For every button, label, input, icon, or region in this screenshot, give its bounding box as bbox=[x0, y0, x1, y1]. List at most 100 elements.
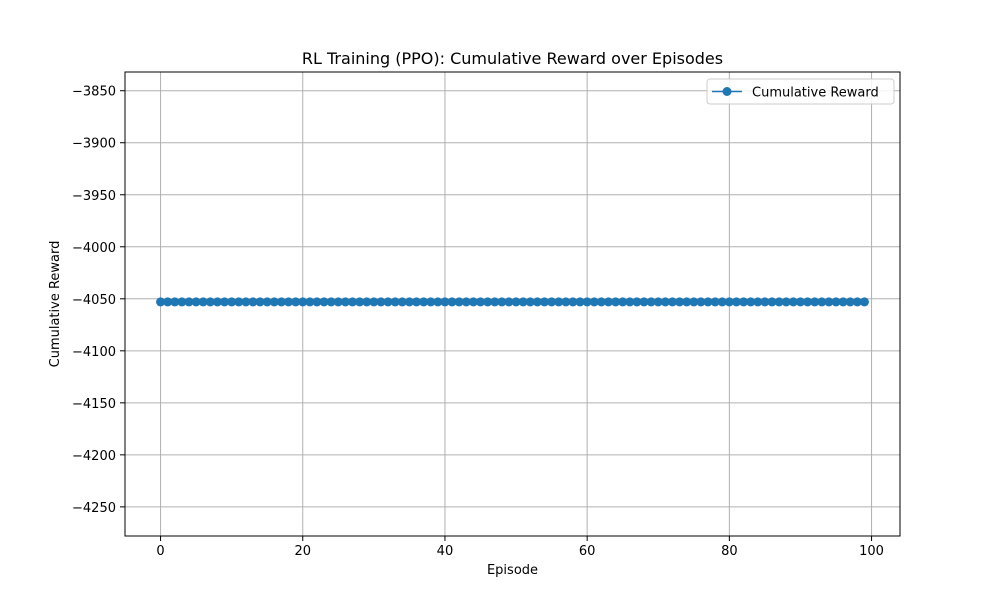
data-point bbox=[852, 297, 862, 307]
data-point bbox=[831, 297, 841, 307]
data-point bbox=[618, 297, 628, 307]
data-point bbox=[696, 297, 706, 307]
data-point bbox=[483, 297, 493, 307]
data-point bbox=[241, 297, 251, 307]
x-axis-label: Episode bbox=[487, 563, 538, 578]
legend: Cumulative Reward bbox=[706, 78, 895, 105]
x-tick-label: 20 bbox=[294, 544, 311, 559]
data-point bbox=[333, 297, 343, 307]
data-point bbox=[589, 297, 599, 307]
data-point bbox=[817, 297, 827, 307]
data-point bbox=[355, 297, 365, 307]
data-point bbox=[611, 297, 621, 307]
data-point bbox=[746, 297, 756, 307]
data-point bbox=[383, 297, 393, 307]
data-point bbox=[426, 297, 436, 307]
data-point bbox=[269, 297, 279, 307]
data-point bbox=[163, 297, 173, 307]
data-point bbox=[625, 297, 635, 307]
data-point bbox=[447, 297, 457, 307]
data-point bbox=[468, 297, 478, 307]
data-point bbox=[525, 297, 535, 307]
data-point bbox=[788, 297, 798, 307]
data-point bbox=[184, 297, 194, 307]
data-point bbox=[291, 297, 301, 307]
data-point bbox=[739, 297, 749, 307]
x-tick-label: 0 bbox=[156, 544, 164, 559]
data-point bbox=[390, 297, 400, 307]
data-point bbox=[724, 297, 734, 307]
data-point bbox=[653, 297, 663, 307]
y-tick-label: −4150 bbox=[72, 397, 116, 412]
data-point bbox=[205, 297, 215, 307]
axis-ticks: 0 20 40 60 80 100 −3850 −3900 −3950 −4000 −4050 −41… bbox=[72, 85, 884, 559]
data-point bbox=[554, 297, 564, 307]
data-point bbox=[753, 297, 763, 307]
data-point bbox=[212, 297, 222, 307]
y-tick-label: −3950 bbox=[72, 189, 116, 204]
data-point bbox=[803, 297, 813, 307]
data-point bbox=[703, 297, 713, 307]
x-tick-label: 80 bbox=[721, 544, 738, 559]
data-point bbox=[667, 297, 677, 307]
data-point bbox=[682, 297, 692, 307]
data-point bbox=[646, 297, 656, 307]
data-point bbox=[376, 297, 386, 307]
data-point bbox=[412, 297, 422, 307]
data-point bbox=[731, 297, 741, 307]
data-point bbox=[689, 297, 699, 307]
data-point bbox=[532, 297, 542, 307]
y-tick-label: −4050 bbox=[72, 293, 116, 308]
data-point bbox=[710, 297, 720, 307]
plot-frame bbox=[124, 71, 901, 537]
data-point bbox=[539, 297, 549, 307]
data-point bbox=[774, 297, 784, 307]
data-point bbox=[518, 297, 528, 307]
data-point bbox=[369, 297, 379, 307]
data-point bbox=[440, 297, 450, 307]
data-point bbox=[810, 297, 820, 307]
data-point bbox=[419, 297, 429, 307]
data-point bbox=[781, 297, 791, 307]
data-point bbox=[220, 297, 230, 307]
data-point bbox=[177, 297, 187, 307]
data-point bbox=[404, 297, 414, 307]
data-point bbox=[660, 297, 670, 307]
y-tick-label: −4100 bbox=[72, 345, 116, 360]
data-point bbox=[838, 297, 848, 307]
data-point bbox=[596, 297, 606, 307]
data-point bbox=[284, 297, 294, 307]
x-tick-label: 60 bbox=[579, 544, 596, 559]
data-point bbox=[639, 297, 649, 307]
x-tick-label: 100 bbox=[859, 544, 884, 559]
data-point bbox=[454, 297, 464, 307]
data-point bbox=[191, 297, 201, 307]
data-point bbox=[568, 297, 578, 307]
legend-box bbox=[706, 78, 895, 105]
data-point bbox=[326, 297, 336, 307]
data-point bbox=[262, 297, 272, 307]
data-point bbox=[255, 297, 265, 307]
x-tick-label: 40 bbox=[437, 544, 454, 559]
data-point bbox=[582, 297, 592, 307]
data-point bbox=[717, 297, 727, 307]
data-point bbox=[547, 297, 557, 307]
data-point bbox=[504, 297, 514, 307]
data-point bbox=[276, 297, 286, 307]
data-point bbox=[298, 297, 308, 307]
data-point bbox=[824, 297, 834, 307]
data-point bbox=[632, 297, 642, 307]
data-point bbox=[156, 297, 166, 307]
data-point bbox=[603, 297, 613, 307]
data-point bbox=[675, 297, 685, 307]
data-point bbox=[248, 297, 258, 307]
legend-marker bbox=[722, 87, 732, 96]
data-point bbox=[845, 297, 855, 307]
y-tick-label: −3850 bbox=[72, 85, 116, 100]
y-tick-label: −4200 bbox=[72, 449, 116, 464]
data-point bbox=[476, 297, 486, 307]
y-tick-label: −3900 bbox=[72, 137, 116, 152]
data-point bbox=[362, 297, 372, 307]
